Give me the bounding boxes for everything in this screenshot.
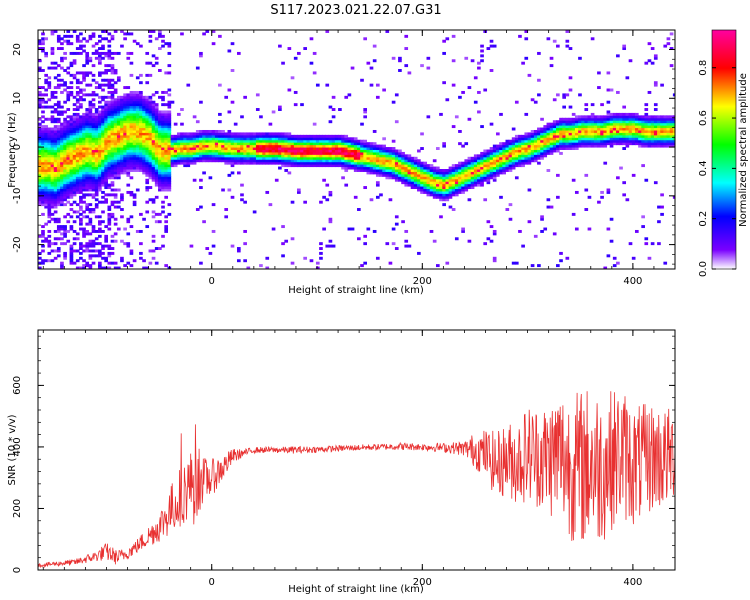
snr-series-line xyxy=(38,391,675,569)
y-tick-label: 0 xyxy=(12,144,23,150)
y-tick-label: 10 xyxy=(12,92,23,105)
snr-panel: 0 200 400 0 200 400 600 Height of straight lin… xyxy=(7,329,676,595)
snr-frame xyxy=(37,329,676,571)
colorbar-tick-label: 0.8 xyxy=(698,60,709,76)
colorbar-gradient xyxy=(712,30,736,269)
y-tick-label: 600 xyxy=(12,376,23,395)
chart-title: S117.2023.021.22.07.G31 xyxy=(270,3,441,18)
heatmap-ylabel: Frequency (Hz) xyxy=(7,112,18,188)
colorbar-tick-label: 0.2 xyxy=(698,211,709,227)
y-tick-label: 400 xyxy=(12,437,23,456)
colorbar: 0.0 0.2 0.4 0.6 0.8 Normalized spectral ampl… xyxy=(698,29,749,277)
colorbar-ticks: 0.0 0.2 0.4 0.6 0.8 xyxy=(698,29,737,277)
y-tick-label: 20 xyxy=(12,43,23,56)
colorbar-tick-label: 0.6 xyxy=(698,110,709,126)
heatmap-xlabel: Height of straight line (km) xyxy=(288,285,424,296)
x-tick-label: 400 xyxy=(623,577,642,588)
snr-ylabel: SNR (10 * v/v) xyxy=(7,414,18,485)
colorbar-tick-label: 0.4 xyxy=(698,160,709,176)
colorbar-tick-label: 0.0 xyxy=(698,261,709,277)
x-tick-label: 0 xyxy=(209,577,215,588)
heatmap-cells xyxy=(38,30,675,269)
y-tick-label: -20 xyxy=(12,236,23,252)
snr-axes: 0 200 400 0 200 400 600 xyxy=(12,330,676,588)
x-tick-label: 400 xyxy=(623,276,642,287)
x-tick-label: 200 xyxy=(413,276,432,287)
heatmap-axes: 0 200 400 -20 -10 0 10 20 xyxy=(12,29,676,287)
y-tick-label: 200 xyxy=(12,499,23,518)
y-tick-label: 0 xyxy=(12,567,23,573)
heatmap-panel: 0 200 400 -20 -10 0 10 20 Height of straight li… xyxy=(7,29,676,296)
snr-xlabel: Height of straight line (km) xyxy=(288,584,424,595)
y-tick-label: -10 xyxy=(12,188,23,204)
x-tick-label: 0 xyxy=(209,276,215,287)
heatmap-frame xyxy=(37,29,676,270)
x-tick-label: 200 xyxy=(413,577,432,588)
colorbar-label: Normalized spectral amplitude xyxy=(738,73,749,227)
